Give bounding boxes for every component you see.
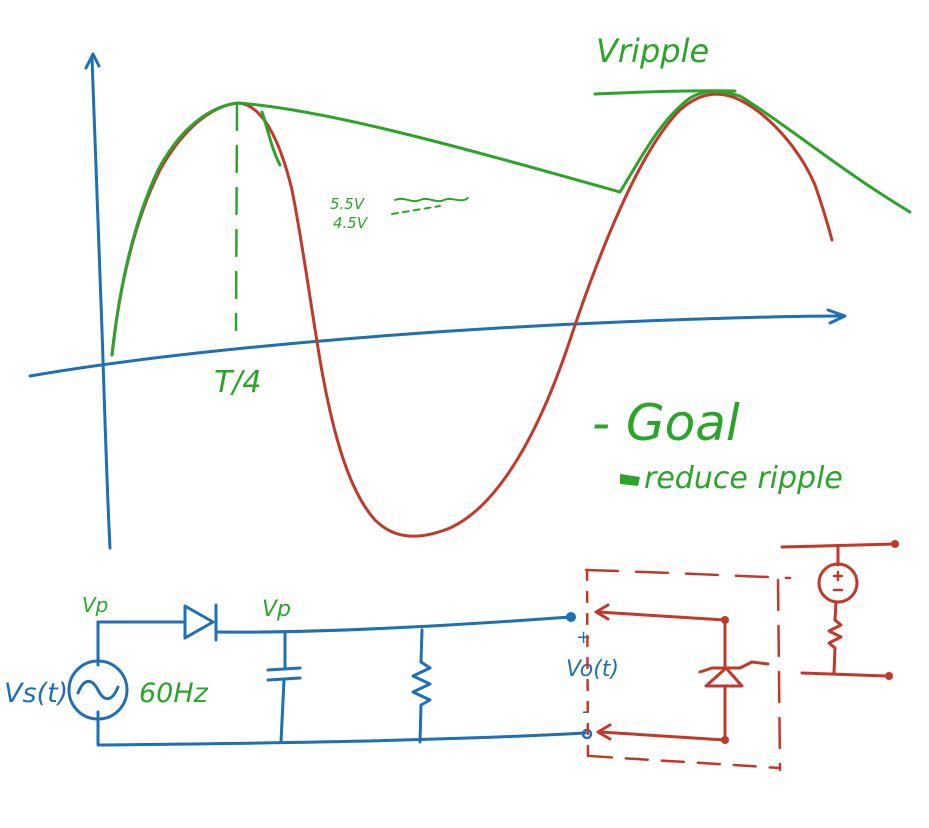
resistor-lead-bottom bbox=[418, 703, 423, 744]
node-left-label: Vp bbox=[82, 593, 108, 617]
x-axis bbox=[28, 314, 844, 378]
goal-item: reduce ripple bbox=[644, 461, 843, 496]
zener-tail-icon bbox=[750, 660, 770, 666]
ref-source-circle-icon bbox=[817, 562, 859, 604]
discharge-curve-left bbox=[260, 110, 282, 167]
frequency-label: 60Hz bbox=[139, 678, 209, 709]
resistor-zigzag-icon bbox=[411, 660, 432, 707]
dashed-box-bottom bbox=[588, 754, 782, 770]
graph-axes bbox=[28, 52, 847, 550]
ref-resistor-lead-bottom bbox=[832, 646, 837, 675]
ref-top-node bbox=[891, 540, 899, 548]
ripple-output bbox=[110, 89, 912, 357]
output-plus-label: + bbox=[576, 627, 591, 648]
output-terminal-top bbox=[566, 612, 576, 622]
output-minus-label: - bbox=[582, 699, 589, 723]
ref-resistor-icon bbox=[827, 618, 843, 650]
ac-source bbox=[67, 659, 129, 721]
regulator-block bbox=[584, 568, 792, 772]
ref-top-rail bbox=[780, 542, 895, 549]
zener-diode bbox=[698, 660, 770, 688]
level-dashes bbox=[391, 205, 441, 215]
dashed-box-top bbox=[584, 568, 792, 580]
goal-title: - Goal bbox=[592, 394, 740, 452]
regulator-top-node bbox=[721, 616, 729, 624]
level-squiggle bbox=[394, 197, 469, 203]
zener-bar-icon bbox=[698, 660, 754, 674]
level-low-label: 4.5V bbox=[333, 214, 369, 232]
ref-source-lead-bottom bbox=[833, 600, 838, 622]
node-right-label: Vp bbox=[262, 597, 291, 622]
rectifier-circuit bbox=[67, 603, 593, 747]
peak-time-marker bbox=[234, 102, 239, 332]
output-label: Vo(t) bbox=[566, 657, 619, 682]
ac-source-sine-icon bbox=[76, 679, 120, 701]
regulator-out-arrow bbox=[598, 730, 727, 742]
level-high-label: 5.5V bbox=[330, 195, 366, 213]
goal-bullet-icon bbox=[620, 474, 640, 486]
zener-triangle-icon bbox=[704, 666, 744, 688]
ref-source-plus-icon bbox=[832, 570, 844, 582]
dashed-box-left bbox=[585, 568, 590, 762]
diode-triangle-icon bbox=[183, 604, 215, 640]
ripple-peak-line bbox=[593, 89, 737, 96]
x-axis-arrow-icon bbox=[826, 308, 847, 325]
ref-bottom-rail bbox=[800, 671, 888, 678]
bottom-wire bbox=[96, 731, 587, 747]
source-label: Vs(t) bbox=[4, 678, 68, 709]
reference-subcircuit bbox=[780, 540, 899, 680]
ac-source-circle-icon bbox=[67, 659, 129, 721]
regulator-out-arrowhead-icon bbox=[596, 723, 612, 741]
regulator-in-arrowhead-icon bbox=[594, 603, 610, 621]
top-wire-right bbox=[214, 615, 572, 634]
ripple-label: Vripple bbox=[596, 32, 709, 70]
y-axis-arrow-icon bbox=[84, 52, 101, 70]
y-axis bbox=[90, 56, 112, 550]
ripple-waveform bbox=[110, 89, 912, 357]
load-resistor bbox=[411, 628, 432, 744]
regulator-in-arrow bbox=[596, 610, 727, 622]
resistor-lead-top bbox=[419, 628, 424, 664]
dashed-box-right bbox=[776, 578, 782, 772]
ref-bottom-node bbox=[885, 672, 893, 680]
diode bbox=[183, 603, 218, 642]
capacitor-plate-top-icon bbox=[266, 666, 302, 672]
period-label: T/4 bbox=[214, 365, 262, 400]
capacitor-lead-bottom bbox=[279, 678, 286, 744]
capacitor bbox=[266, 630, 302, 744]
